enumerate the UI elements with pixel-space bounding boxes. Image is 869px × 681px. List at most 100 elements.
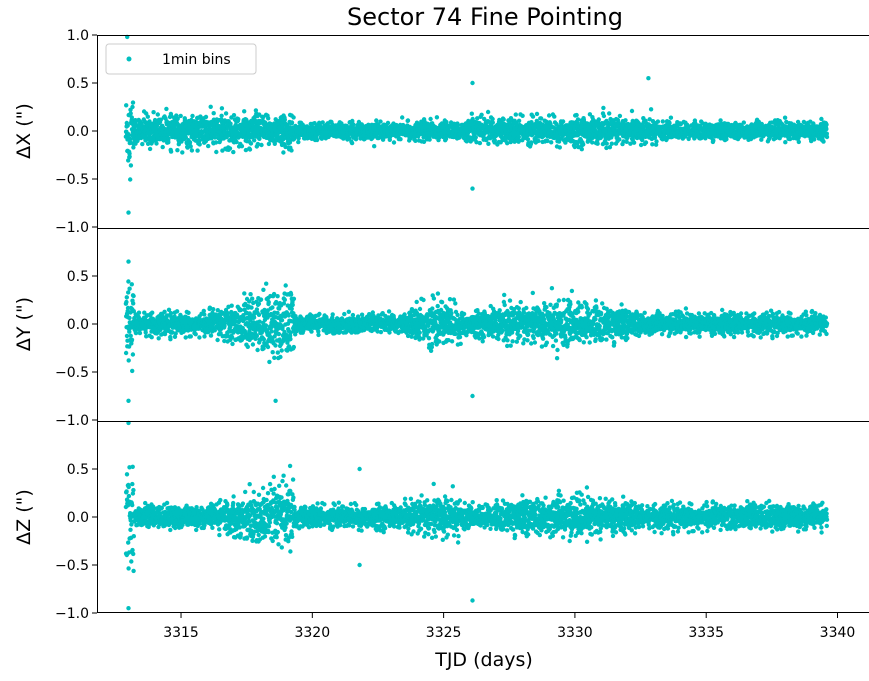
data-point [601, 106, 605, 110]
data-point [130, 338, 134, 342]
data-point [783, 140, 787, 144]
data-point [246, 345, 250, 349]
data-point [259, 143, 263, 147]
data-point-outlier [126, 210, 130, 214]
data-point [248, 147, 252, 151]
data-point [249, 305, 253, 309]
data-point [209, 333, 213, 337]
data-point [184, 335, 188, 339]
data-point-outlier [470, 186, 474, 190]
data-point [479, 113, 483, 117]
data-point [574, 113, 578, 117]
data-point [292, 345, 296, 349]
data-point [386, 121, 390, 125]
data-point [491, 120, 495, 124]
data-point [669, 116, 673, 120]
data-point [252, 138, 256, 142]
data-point [240, 144, 244, 148]
data-point-outlier [470, 81, 474, 85]
data-point [561, 119, 565, 123]
data-point [266, 116, 270, 120]
data-point [558, 145, 562, 149]
data-point [607, 111, 611, 115]
data-point [531, 114, 535, 118]
data-point [197, 335, 201, 339]
data-point [526, 137, 530, 141]
data-point [824, 122, 828, 126]
data-point [742, 120, 746, 124]
data-point [151, 110, 155, 114]
data-point [292, 297, 296, 301]
data-point [236, 117, 240, 121]
data-point [271, 350, 275, 354]
data-point [266, 345, 270, 349]
data-point [535, 112, 539, 116]
data-point [351, 122, 355, 126]
data-point [250, 297, 254, 301]
data-point [711, 138, 715, 142]
data-point [242, 109, 246, 113]
data-point [724, 137, 728, 141]
data-point [131, 145, 135, 149]
data-point [138, 331, 142, 335]
data-point [255, 348, 259, 352]
data-point [372, 144, 376, 148]
data-point [350, 141, 354, 145]
data-point [654, 139, 658, 143]
data-point [517, 119, 521, 123]
data-point [590, 140, 594, 144]
data-point [649, 107, 653, 111]
data-point [435, 115, 439, 119]
data-point [127, 316, 131, 320]
data-point [281, 150, 285, 154]
data-point [628, 142, 632, 146]
data-point [278, 355, 282, 359]
data-point [162, 310, 166, 314]
data-point [169, 149, 173, 153]
data-point [428, 117, 432, 121]
data-point [188, 140, 192, 144]
y-tick-label: 0.0 [67, 124, 89, 140]
y-tick-label: −1.0 [55, 220, 89, 236]
data-point [272, 356, 276, 360]
data-point [129, 111, 133, 115]
data-point [242, 291, 246, 295]
chart-title: Sector 74 Fine Pointing [347, 3, 623, 31]
data-point [157, 336, 161, 340]
data-point [228, 146, 232, 150]
data-point [275, 311, 279, 315]
data-point [124, 103, 128, 107]
data-point [398, 137, 402, 141]
data-point [130, 282, 134, 286]
data-point [267, 300, 271, 304]
data-point [206, 144, 210, 148]
data-point [129, 334, 133, 338]
data-point [175, 148, 179, 152]
data-point [186, 311, 190, 315]
data-point [190, 148, 194, 152]
data-point [195, 148, 199, 152]
data-point [212, 111, 216, 115]
data-point [125, 295, 129, 299]
data-point [819, 117, 823, 121]
data-point [474, 135, 478, 139]
data-point [427, 137, 431, 141]
data-point [821, 139, 825, 143]
data-point [248, 292, 252, 296]
y-tick-label: −0.5 [55, 172, 89, 188]
data-point [220, 106, 224, 110]
data-point [164, 107, 168, 111]
data-point [276, 350, 280, 354]
data-point [296, 140, 300, 144]
data-point [126, 279, 130, 283]
data-point [549, 140, 553, 144]
data-point [215, 338, 219, 342]
data-point [656, 119, 660, 123]
data-point [124, 300, 128, 304]
data-point [287, 313, 291, 317]
data-point [166, 136, 170, 140]
data-point [502, 117, 506, 121]
data-point [602, 114, 606, 118]
data-point [219, 114, 223, 118]
